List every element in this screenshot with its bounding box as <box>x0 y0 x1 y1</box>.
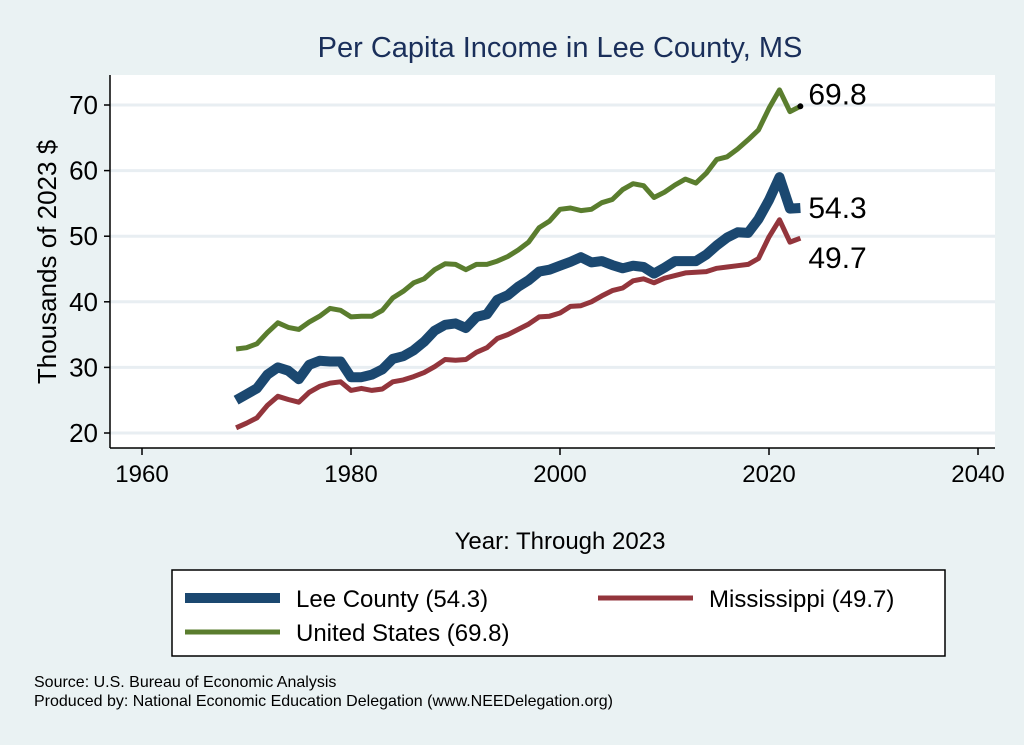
x-tick-label: 2020 <box>742 461 795 488</box>
legend-label-lee-county: Lee County (54.3) <box>296 586 488 613</box>
end-label-lee-county: 54.3 <box>808 192 866 225</box>
series-line-lee-county <box>233 172 801 405</box>
chart-title: Per Capita Income in Lee County, MS <box>318 32 803 64</box>
x-tick-label: 2000 <box>533 461 586 488</box>
series-line-united-states <box>235 87 802 352</box>
legend-label-mississippi: Mississippi (49.7) <box>709 586 894 613</box>
y-tick-label: 20 <box>69 418 98 448</box>
series-line-mississippi <box>235 217 802 431</box>
end-label-united-states: 69.8 <box>808 78 866 111</box>
legend-label-united-states: United States (69.8) <box>296 620 509 647</box>
y-tick-label: 40 <box>69 287 98 317</box>
legend: Lee County (54.3) Mississippi (49.7) Uni… <box>171 569 946 657</box>
x-tick-label: 1980 <box>324 461 377 488</box>
x-tick-label: 2040 <box>951 461 1004 488</box>
legend-box <box>171 569 946 657</box>
y-tick-label: 70 <box>69 90 98 120</box>
producer-note: Produced by: National Economic Education… <box>34 693 613 710</box>
y-axis-label: Thousands of 2023 $ <box>32 139 62 384</box>
x-axis-label: Year: Through 2023 <box>455 528 666 555</box>
x-tick-label: 1960 <box>115 461 168 488</box>
end-label-mississippi: 49.7 <box>808 242 866 275</box>
source-note: Source: U.S. Bureau of Economic Analysis <box>34 674 336 691</box>
y-tick-label: 50 <box>69 221 98 251</box>
y-tick-label: 30 <box>69 352 98 382</box>
end-point-marker <box>797 103 804 110</box>
y-tick-label: 60 <box>69 156 98 186</box>
